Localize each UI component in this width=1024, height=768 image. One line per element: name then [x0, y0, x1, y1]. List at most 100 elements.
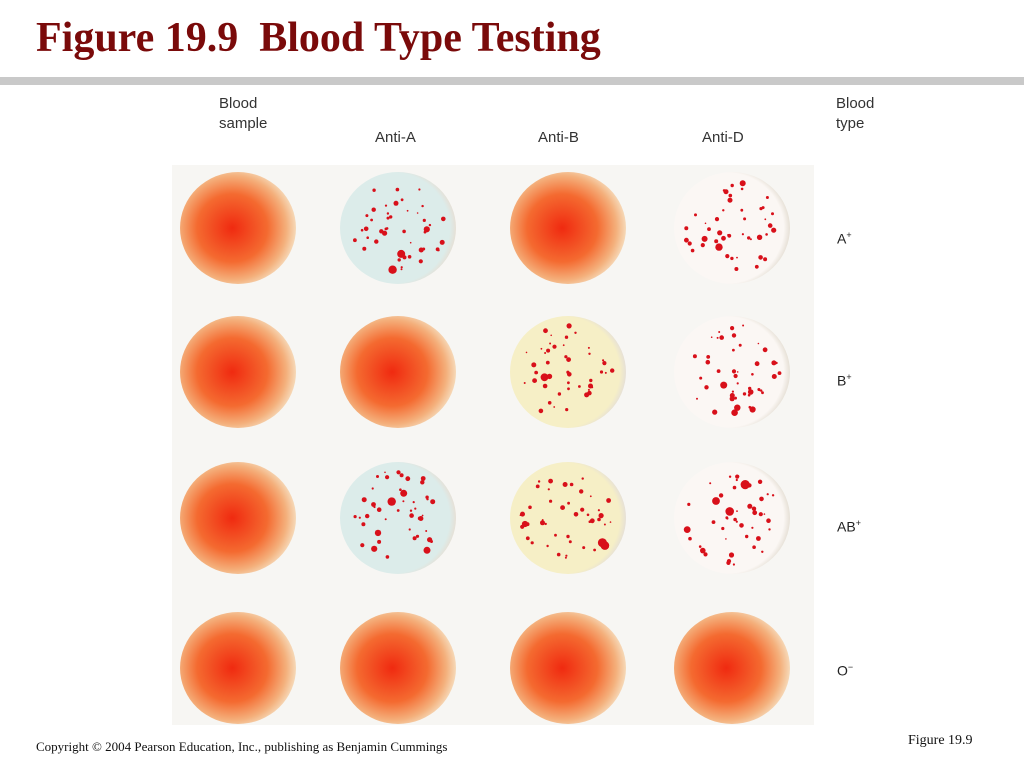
agglutination-clump: [736, 510, 738, 512]
agglutination-clump: [732, 485, 737, 490]
agglutination-clump: [407, 255, 412, 259]
agglutination-clump: [437, 249, 440, 252]
agglutination-clump: [747, 503, 753, 509]
blood-sample-dish: [180, 462, 296, 574]
anti-d-clumped-dish: [674, 316, 790, 428]
agglutination-clump: [717, 230, 723, 236]
agglutination-clump: [569, 482, 574, 487]
agglutination-clump: [377, 539, 382, 544]
agglutination-clump: [582, 546, 586, 550]
agglutination-clump: [740, 208, 744, 212]
row-label-blood-type: A+: [837, 230, 852, 247]
agglutination-clump: [541, 519, 544, 521]
agglutination-clump: [587, 346, 590, 349]
agglutination-clump: [714, 217, 720, 222]
agglutination-clump: [548, 478, 553, 484]
agglutination-clump: [591, 386, 594, 389]
agglutination-clump: [387, 497, 396, 506]
agglutination-clump: [751, 526, 754, 529]
agglutination-clump: [562, 482, 568, 487]
blood-type-letter: B: [837, 372, 847, 389]
agglutination-clump: [540, 373, 549, 382]
agglutination-clump: [422, 247, 426, 251]
agglutination-clump: [412, 501, 415, 504]
agglutination-clump: [574, 331, 577, 334]
agglutination-clump: [423, 226, 430, 233]
agglutination-clump: [730, 326, 735, 331]
agglutination-clump: [710, 336, 713, 338]
agglutination-clump: [384, 227, 388, 231]
column-header-anti-a: Anti-A: [375, 129, 416, 146]
title-divider: [0, 77, 1024, 85]
agglutination-clump: [418, 259, 423, 264]
agglutination-clump: [764, 218, 767, 221]
agglutination-clump: [696, 397, 698, 400]
agglutination-clump: [567, 381, 570, 385]
agglutination-clump: [734, 396, 737, 400]
agglutination-clump: [775, 361, 778, 365]
agglutination-clump: [580, 507, 585, 512]
agglutination-clump: [371, 487, 374, 490]
agglutination-clump: [528, 505, 532, 510]
anti-b-smooth-dish: [510, 172, 626, 284]
agglutination-clump: [414, 507, 417, 510]
agglutination-clump: [385, 475, 390, 480]
agglutination-clump: [544, 522, 547, 526]
agglutination-clump: [399, 473, 404, 478]
agglutination-clump: [373, 505, 376, 509]
agglutination-clump: [732, 348, 735, 352]
agglutination-clump: [730, 183, 734, 188]
row-label-blood-type: O−: [837, 662, 853, 679]
agglutination-clump: [566, 357, 571, 362]
agglutination-clump: [757, 342, 760, 345]
agglutination-clump: [704, 222, 707, 225]
anti-b-smooth-dish: [510, 612, 626, 724]
agglutination-clump: [725, 254, 730, 259]
agglutination-clump: [597, 509, 600, 512]
agglutination-clump: [430, 540, 433, 543]
agglutination-clump: [361, 497, 367, 503]
row-label-blood-type: AB+: [837, 518, 861, 535]
agglutination-clump: [376, 475, 379, 478]
agglutination-clump: [769, 224, 772, 227]
agglutination-clump: [353, 515, 357, 519]
agglutination-clump: [759, 389, 762, 392]
agglutination-clump: [564, 556, 567, 559]
anti-d-clumped-dish: [674, 462, 790, 574]
agglutination-clump: [715, 243, 723, 251]
agglutination-clump: [765, 233, 768, 236]
agglutination-clump: [587, 388, 590, 391]
agglutination-clump: [754, 264, 759, 269]
agglutination-clump: [409, 509, 413, 512]
agglutination-clump: [598, 513, 604, 519]
agglutination-clump: [371, 502, 376, 507]
agglutination-clump: [740, 480, 750, 490]
agglutination-clump: [740, 187, 744, 191]
agglutination-clump: [400, 268, 403, 271]
agglutination-clump: [564, 335, 569, 339]
agglutination-clump: [716, 336, 719, 339]
agglutination-clump: [763, 257, 768, 262]
agglutination-clump: [441, 216, 446, 222]
agglutination-clump: [694, 213, 697, 217]
agglutination-clump: [728, 193, 733, 198]
agglutination-clump: [749, 406, 756, 413]
agglutination-clump: [777, 371, 782, 375]
agglutination-clump: [737, 475, 740, 478]
agglutination-clump: [721, 526, 725, 531]
anti-a-clumped-dish: [340, 462, 456, 574]
agglutination-clump: [700, 243, 705, 248]
agglutination-clump: [423, 546, 431, 554]
agglutination-clump: [716, 369, 721, 373]
agglutination-clump: [714, 239, 719, 244]
agglutination-clump: [726, 517, 729, 520]
agglutination-clump: [593, 548, 596, 552]
agglutination-clump: [519, 514, 522, 516]
blood-sample-dish: [180, 612, 296, 724]
agglutination-clump: [537, 480, 541, 483]
agglutination-clump: [361, 522, 366, 527]
agglutination-clump: [733, 517, 737, 522]
agglutination-clump: [540, 347, 543, 350]
agglutination-clump: [732, 563, 735, 566]
agglutination-clump: [731, 390, 734, 393]
